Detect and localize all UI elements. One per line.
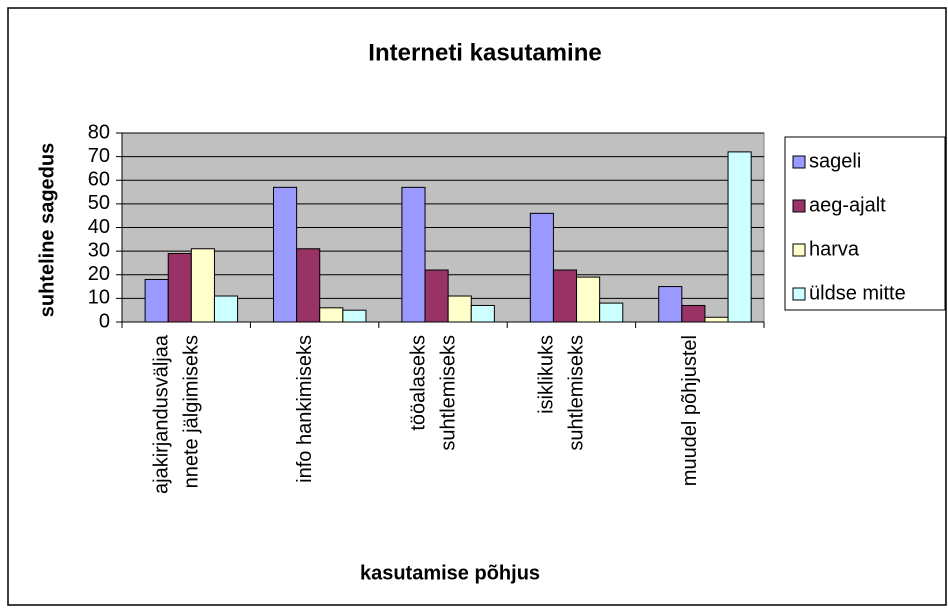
x-tick-label: muudel põhjustel xyxy=(679,335,701,486)
bar xyxy=(552,269,578,323)
bar xyxy=(273,186,298,323)
bar xyxy=(401,186,426,323)
bar xyxy=(342,309,367,323)
legend-label: aeg-ajalt xyxy=(809,194,886,216)
bar xyxy=(529,212,554,323)
x-tick-label: ajakirjandusväljaa xyxy=(150,334,172,494)
y-tick-label: 30 xyxy=(88,239,110,261)
bar xyxy=(470,304,495,323)
legend-box xyxy=(784,136,946,311)
bar xyxy=(447,295,472,323)
y-tick-label: 20 xyxy=(88,263,110,285)
legend-swatch xyxy=(792,155,806,169)
bar xyxy=(144,278,169,323)
y-tick-label: 70 xyxy=(88,145,110,167)
y-tick-label: 80 xyxy=(88,121,110,143)
y-axis-label: suhteline sagedus xyxy=(36,143,58,318)
bar xyxy=(576,276,601,323)
bar xyxy=(167,252,192,323)
x-tick-label: nnete jälgimiseks xyxy=(180,335,202,488)
y-tick-label: 0 xyxy=(99,310,110,332)
bar xyxy=(681,304,706,323)
bar xyxy=(424,269,449,323)
x-axis-label: kasutamise põhjus xyxy=(360,562,540,584)
bar xyxy=(213,295,239,323)
legend-swatch xyxy=(792,243,806,257)
legend-label: üldse mitte xyxy=(809,282,906,304)
y-tick-label: 40 xyxy=(88,216,110,238)
y-tick-label: 10 xyxy=(88,287,110,309)
y-tick-label: 50 xyxy=(88,192,110,214)
legend-swatch xyxy=(792,287,806,301)
bar xyxy=(190,248,215,323)
legend-swatch xyxy=(792,199,806,213)
legend-label: sageli xyxy=(809,150,861,172)
chart-title: Interneti kasutamine xyxy=(368,39,601,66)
x-tick-label: tööalaseks xyxy=(407,335,429,431)
x-tick-label: suhtlemiseks xyxy=(437,335,459,451)
bar xyxy=(599,302,624,323)
bar xyxy=(727,151,752,323)
x-tick-label: info hankimiseks xyxy=(294,335,316,483)
bar xyxy=(658,286,683,323)
x-tick-label: isiklikuks xyxy=(536,335,558,414)
bar xyxy=(319,307,344,323)
bar xyxy=(296,248,321,323)
bar xyxy=(704,316,729,323)
y-tick-label: 60 xyxy=(88,169,110,191)
legend-label: harva xyxy=(809,238,860,260)
x-tick-label: suhtlemiseks xyxy=(566,335,588,451)
